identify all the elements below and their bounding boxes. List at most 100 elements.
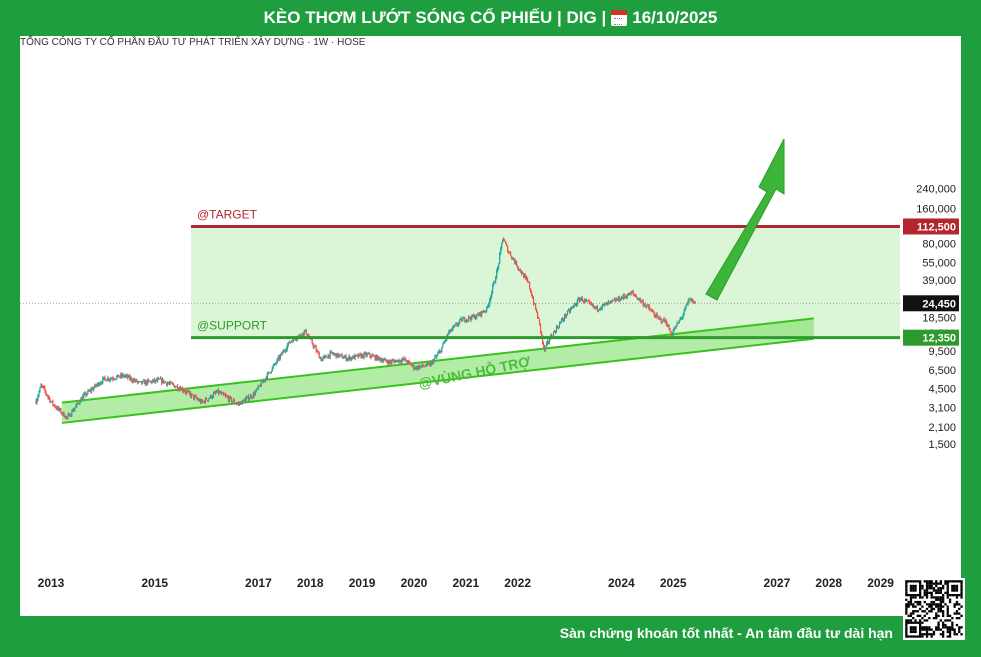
candle-body	[93, 387, 95, 390]
qr-module	[960, 580, 963, 583]
candle-body	[565, 314, 568, 317]
footer-slogan: Sàn chứng khoán tốt nhất - An tâm đầu tư…	[559, 625, 893, 641]
qr-module	[907, 600, 910, 604]
qr-module	[960, 584, 963, 588]
candle-body	[131, 377, 133, 381]
candle-body	[259, 385, 261, 387]
chart-panel: TỔNG CÔNG TY CỔ PHẦN ĐẦU TƯ PHÁT TRIỂN X…	[20, 36, 961, 616]
candle-body	[370, 356, 372, 358]
qr-module	[925, 596, 929, 599]
candle-body	[205, 398, 208, 401]
candle-body	[324, 355, 326, 357]
candle-body	[159, 378, 161, 380]
candle-body	[172, 383, 174, 385]
candle-body	[59, 408, 61, 410]
candle-body	[658, 317, 660, 319]
candle-body	[399, 360, 401, 362]
candle-body	[498, 263, 500, 268]
qr-module	[914, 589, 917, 592]
candle-body	[439, 350, 441, 352]
x-tick-label: 2015	[141, 576, 168, 590]
candle-body	[647, 305, 649, 307]
qr-module	[935, 580, 938, 583]
qr-module	[939, 582, 942, 585]
candle-body	[281, 352, 283, 354]
candle-body	[626, 295, 628, 298]
qr-module	[905, 607, 908, 611]
candle-body	[347, 358, 349, 360]
candle-body	[536, 312, 539, 318]
candle-body	[230, 397, 233, 402]
candle-body	[196, 398, 199, 400]
support-price-badge-box	[903, 329, 959, 346]
candle-body	[680, 317, 682, 320]
candle-body	[37, 395, 39, 400]
candle-body	[602, 304, 604, 306]
qr-module	[907, 635, 910, 638]
candle-body	[288, 342, 290, 344]
candle-body	[400, 361, 402, 363]
candle-body	[544, 346, 547, 350]
candle-body	[673, 328, 675, 331]
qr-module	[960, 596, 963, 599]
y-tick-label: 39,000	[922, 275, 956, 287]
candle-body	[440, 350, 442, 353]
qr-module	[907, 580, 910, 583]
candle-body	[98, 382, 100, 386]
candle-body	[217, 389, 220, 394]
qr-module	[944, 591, 947, 594]
qr-module	[905, 633, 908, 636]
candle-body	[342, 358, 344, 360]
qr-module	[937, 603, 940, 606]
qr-module	[935, 603, 938, 606]
candle-body	[615, 299, 617, 302]
candle-body	[527, 281, 530, 283]
candle-body	[261, 381, 263, 383]
candle-body	[354, 355, 356, 359]
x-tick-label: 2027	[764, 576, 791, 590]
candle-body	[203, 401, 206, 403]
qr-module	[937, 628, 940, 631]
candle-body	[677, 322, 679, 324]
candle-body	[461, 318, 463, 322]
qr-module	[907, 614, 910, 617]
candle-body	[366, 353, 368, 356]
candle-body	[383, 359, 385, 361]
candle-body	[58, 407, 60, 410]
x-tick-label: 2029	[867, 576, 894, 590]
candle-body	[561, 319, 564, 321]
qr-module	[914, 630, 917, 634]
candle-body	[149, 380, 151, 382]
candle-body	[208, 397, 211, 399]
qr-module	[907, 621, 910, 624]
candle-body	[478, 314, 480, 316]
candle-body	[63, 412, 65, 417]
candle-body	[641, 301, 643, 303]
candle-body	[510, 252, 512, 257]
qr-module	[951, 587, 954, 590]
candle-body	[236, 403, 239, 405]
candle-body	[76, 403, 78, 406]
candle-body	[130, 377, 132, 380]
qr-module	[909, 587, 913, 590]
candle-body	[53, 404, 55, 406]
candle-body	[559, 322, 562, 324]
candle-body	[454, 324, 456, 327]
qr-module	[919, 600, 922, 604]
qr-module	[942, 587, 945, 590]
qr-module	[946, 635, 949, 638]
candle-body	[317, 351, 319, 353]
candle-body	[94, 384, 96, 388]
y-tick-label: 6,500	[928, 365, 956, 377]
qr-module	[930, 603, 933, 606]
qr-module	[912, 587, 915, 590]
candle-body	[289, 341, 291, 344]
x-tick-label: 2025	[660, 576, 687, 590]
candle-body	[628, 293, 630, 296]
candle-body	[188, 391, 191, 394]
candle-body	[573, 304, 576, 306]
x-tick-label: 2017	[245, 576, 272, 590]
candle-body	[656, 314, 658, 317]
qr-module	[930, 600, 933, 604]
candle-body	[197, 399, 200, 401]
